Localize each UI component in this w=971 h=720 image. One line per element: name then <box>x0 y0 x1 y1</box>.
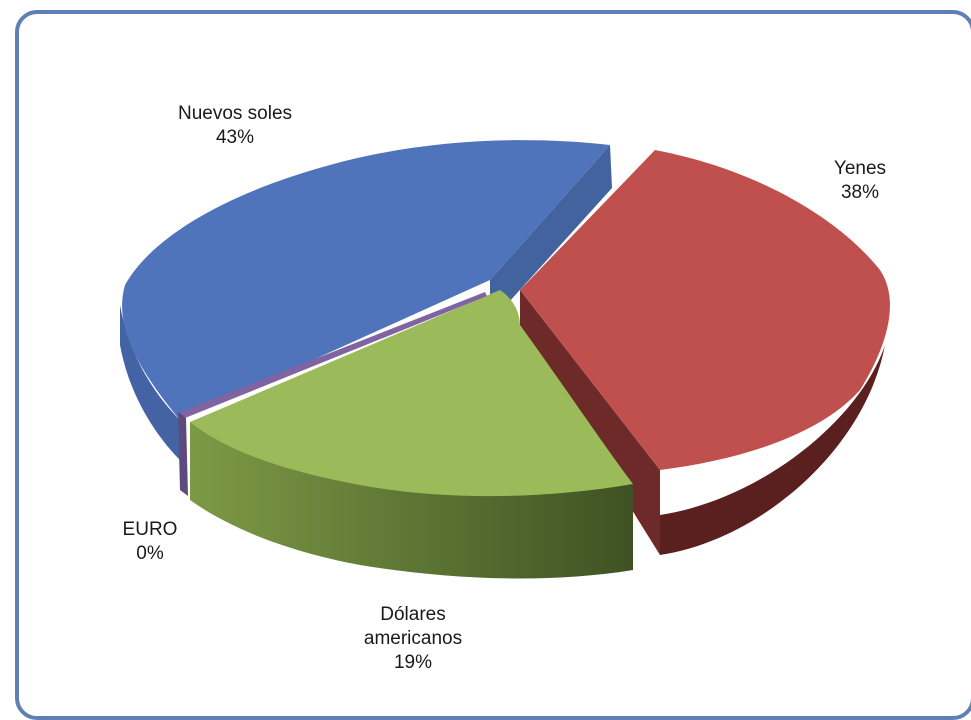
label-euro: EURO 0% <box>110 518 190 566</box>
slice-dolares-americanos[interactable] <box>190 290 633 579</box>
label-dolares-americanos-percent: 19% <box>393 652 433 673</box>
slice-euro[interactable] <box>178 292 487 496</box>
label-yenes-name: Yenes <box>833 158 887 179</box>
label-euro-percent: 0% <box>136 543 164 564</box>
label-dolares-americanos: Dólares americanos 19% <box>353 603 473 675</box>
label-nuevos-soles-name: Nuevos soles <box>177 103 293 124</box>
label-yenes-percent: 38% <box>840 182 880 203</box>
label-dolares-americanos-name: Dólares americanos <box>363 604 463 649</box>
label-euro-name: EURO <box>122 519 178 540</box>
label-nuevos-soles: Nuevos soles 43% <box>150 102 320 150</box>
label-yenes: Yenes 38% <box>800 157 920 205</box>
slice-nuevos-soles[interactable] <box>120 140 612 460</box>
label-nuevos-soles-percent: 43% <box>215 127 255 148</box>
